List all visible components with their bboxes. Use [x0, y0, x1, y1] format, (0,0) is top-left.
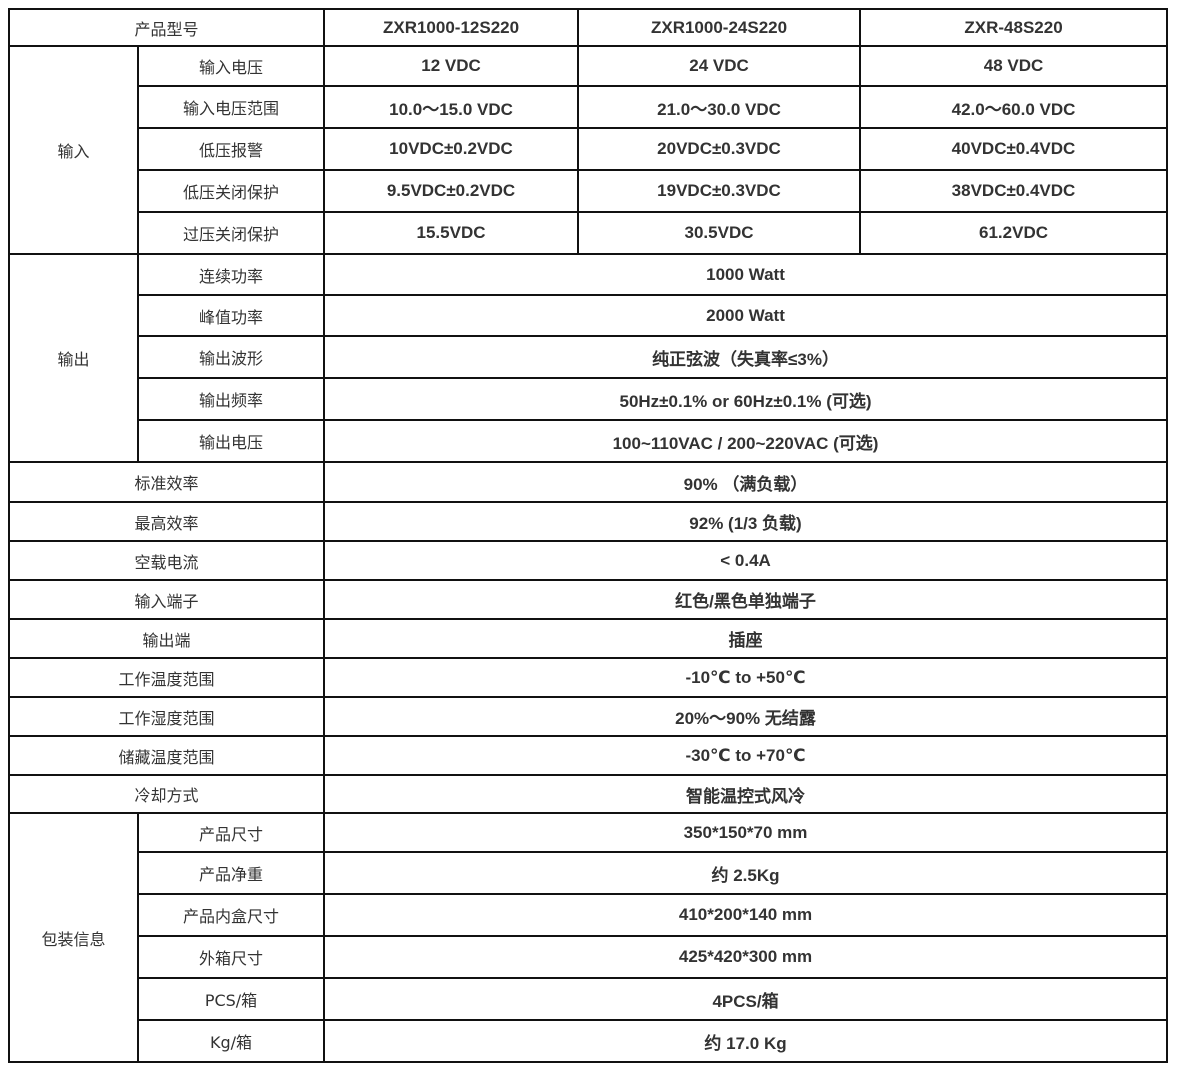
row-value: 12 VDC [323, 45, 580, 87]
row-label: 储藏温度范围 [7, 735, 326, 776]
row-label: 输入电压 [136, 45, 326, 87]
row-label: 标准效率 [7, 461, 326, 503]
model-header: ZXR-48S220 [859, 8, 1169, 47]
table-row: PCS/箱 4PCS/箱 [9, 977, 1169, 1021]
spec-table: 产品型号 ZXR1000-12S220 ZXR1000-24S220 ZXR-48S2… [7, 8, 1169, 1063]
table-row: Kg/箱约 17.0 Kg [9, 1019, 1169, 1063]
row-label: 最高效率 [7, 501, 326, 542]
group-label-output: 输出 [8, 253, 139, 463]
table-row: 空载电流 < 0.4A [7, 540, 1169, 581]
row-label: PCS/箱 [136, 977, 326, 1021]
table-row: 包装信息 产品尺寸 350*150*70 mm [8, 812, 1169, 1063]
row-value: 92% (1/3 负载) [323, 501, 1169, 542]
table-row: 低压关闭保护 9.5VDC±0.2VDC 19VDC±0.3VDC 38VDC±0.4… [9, 169, 1169, 213]
row-value: 21.0～30.0 VDC [577, 85, 862, 129]
row-value: 50Hz±0.1% or 60Hz±0.1% (可选) [323, 377, 1169, 421]
row-label: 产品净重 [136, 851, 326, 895]
table-row: 产品型号 ZXR1000-12S220 ZXR1000-24S220 ZXR-48S2… [7, 8, 1169, 47]
row-label: 峰值功率 [136, 294, 326, 337]
table-row: 最高效率 92% (1/3 负载) [7, 501, 1169, 542]
row-value: 38VDC±0.4VDC [859, 169, 1169, 213]
table-row: 过压关闭保护 15.5VDC 30.5VDC 61.2VDC [9, 211, 1169, 255]
table-row: 储藏温度范围 -30℃ to +70℃ [7, 735, 1169, 776]
table-row: 输出端 插座 [7, 618, 1169, 659]
table-row: 工作湿度范围 20%～90% 无结露 [7, 696, 1169, 737]
row-value: 30.5VDC [577, 211, 862, 255]
table-row: 输出频率 50Hz±0.1% or 60Hz±0.1% (可选) [9, 377, 1169, 421]
row-value: 约 2.5Kg [323, 851, 1169, 895]
row-value: 10.0～15.0 VDC [323, 85, 580, 129]
row-value: -30℃ to +70℃ [323, 735, 1169, 776]
row-value: 纯正弦波（失真率≤3%） [323, 335, 1169, 379]
row-label: 连续功率 [136, 253, 326, 296]
table-row: 输出波形 纯正弦波（失真率≤3%） [9, 335, 1169, 379]
row-label: 输出端 [7, 618, 326, 659]
row-label: 输出波形 [136, 335, 326, 379]
row-value: < 0.4A [323, 540, 1169, 581]
table-row: 输出电压 100~110VAC / 200~220VAC (可选) [9, 419, 1169, 463]
row-value: 9.5VDC±0.2VDC [323, 169, 580, 213]
row-value: 2000 Watt [323, 294, 1169, 337]
row-value: 约 17.0 Kg [323, 1019, 1169, 1063]
row-label: 低压报警 [136, 127, 326, 171]
row-value: -10℃ to +50℃ [323, 657, 1169, 698]
table-row: 工作温度范围 -10℃ to +50℃ [7, 657, 1169, 698]
table-row: 标准效率 90% （满负载） [7, 461, 1169, 503]
table-row: 低压报警 10VDC±0.2VDC 20VDC±0.3VDC 40VDC±0.4VDC [9, 127, 1169, 171]
row-label: 外箱尺寸 [136, 935, 326, 979]
row-value: 15.5VDC [323, 211, 580, 255]
row-value: 20VDC±0.3VDC [577, 127, 862, 171]
row-label: 过压关闭保护 [136, 211, 326, 255]
model-header: ZXR1000-12S220 [323, 8, 580, 47]
row-value: 100~110VAC / 200~220VAC (可选) [323, 419, 1169, 463]
row-label: 工作温度范围 [7, 657, 326, 698]
row-label: 产品内盒尺寸 [136, 893, 326, 937]
header-label: 产品型号 [7, 8, 326, 47]
row-value: 19VDC±0.3VDC [577, 169, 862, 213]
row-value: 红色/黑色单独端子 [323, 579, 1169, 620]
row-label: 输入电压范围 [136, 85, 326, 129]
table-row: 输入端子 红色/黑色单独端子 [7, 579, 1169, 620]
row-value: 1000 Watt [323, 253, 1169, 296]
row-value: 48 VDC [859, 45, 1169, 87]
row-label: 工作湿度范围 [7, 696, 326, 737]
row-label: Kg/箱 [136, 1019, 326, 1063]
model-header: ZXR1000-24S220 [577, 8, 862, 47]
row-label: 输出频率 [136, 377, 326, 421]
row-value: 10VDC±0.2VDC [323, 127, 580, 171]
row-label: 输出电压 [136, 419, 326, 463]
row-label: 冷却方式 [7, 774, 326, 814]
row-value: 350*150*70 mm [323, 812, 1169, 853]
row-value: 智能温控式风冷 [323, 774, 1169, 814]
row-value: 90% （满负载） [323, 461, 1169, 503]
table-row: 峰值功率 2000 Watt [9, 294, 1169, 337]
row-value: 20%～90% 无结露 [323, 696, 1169, 737]
table-row: 产品净重约 2.5Kg [9, 851, 1169, 895]
row-label: 低压关闭保护 [136, 169, 326, 213]
table-row: 输入 输入电压 12 VDC 24 VDC 48 VDC [8, 45, 1169, 255]
row-value: 插座 [323, 618, 1169, 659]
group-label-input: 输入 [8, 45, 139, 255]
table-row: 外箱尺寸 425*420*300 mm [9, 935, 1169, 979]
row-value: 40VDC±0.4VDC [859, 127, 1169, 171]
row-value: 410*200*140 mm [323, 893, 1169, 937]
group-label-packaging: 包装信息 [8, 812, 139, 1063]
row-value: 425*420*300 mm [323, 935, 1169, 979]
row-label: 输入端子 [7, 579, 326, 620]
table-row: 输出 连续功率 1000 Watt [8, 253, 1169, 463]
table-row: 输入电压范围 10.0～15.0 VDC 21.0～30.0 VDC 42.0～60.… [9, 85, 1169, 129]
row-value: 61.2VDC [859, 211, 1169, 255]
table-row: 冷却方式 智能温控式风冷 [7, 774, 1169, 814]
row-value: 42.0～60.0 VDC [859, 85, 1169, 129]
row-value: 4PCS/箱 [323, 977, 1169, 1021]
table-row: 产品内盒尺寸 410*200*140 mm [9, 893, 1169, 937]
row-value: 24 VDC [577, 45, 862, 87]
row-label: 空载电流 [7, 540, 326, 581]
row-label: 产品尺寸 [136, 812, 326, 853]
